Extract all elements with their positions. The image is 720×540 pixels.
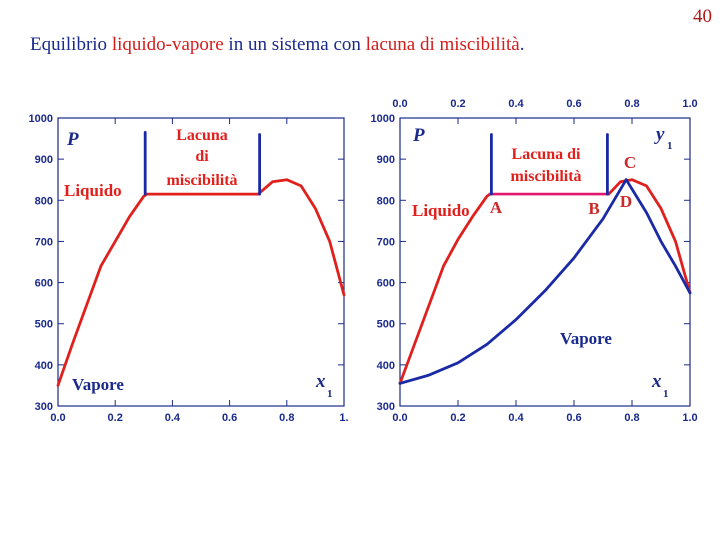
- y-tick-label: 300: [377, 401, 395, 413]
- title-part-2: liquido-vapore: [111, 34, 224, 55]
- title-part-4: lacuna di miscibilità: [365, 34, 520, 55]
- y-tick-label: 800: [35, 195, 53, 207]
- y-tick-label: 400: [377, 360, 395, 372]
- xaxis-label: x: [651, 371, 662, 392]
- point-label-d: D: [620, 192, 632, 211]
- top-tick-label: 0.6: [566, 98, 581, 110]
- x-tick-label: 0.0: [392, 412, 407, 424]
- yaxis-label: P: [66, 129, 79, 150]
- y-tick-label: 1000: [29, 113, 53, 125]
- page-number: 40: [693, 6, 712, 27]
- y-tick-label: 300: [35, 401, 53, 413]
- series-line-red: [607, 178, 692, 295]
- y-tick-label: 500: [35, 319, 53, 331]
- region-label: miscibilità: [166, 172, 237, 189]
- region-label: Lacuna: [176, 127, 228, 144]
- y-tick-label: 700: [35, 236, 53, 248]
- y-tick-label: 400: [35, 360, 53, 372]
- y-tick-label: 600: [35, 278, 53, 290]
- x-tick-label: 0.4: [508, 412, 524, 424]
- y-tick-label: 700: [377, 236, 395, 248]
- region-label: Lacuna di: [512, 146, 581, 163]
- y-tick-label: 1000: [371, 113, 395, 125]
- slide-title: Equilibrio liquido-vapore in un sistema …: [30, 34, 524, 56]
- top-tick-label: 0.8: [624, 98, 639, 110]
- x-tick-label: 0.8: [624, 412, 639, 424]
- x-tick-label: 0.8: [279, 412, 294, 424]
- point-label-a: A: [490, 198, 503, 217]
- plot-frame-2: [399, 117, 691, 407]
- series-line-red: [56, 178, 346, 387]
- top-axis-label-subscript: 1: [667, 140, 673, 152]
- title-part-3: in un sistema con: [223, 34, 366, 55]
- yaxis-label: P: [412, 125, 425, 146]
- region-label: di: [195, 148, 209, 165]
- x-tick-label: 0.0: [50, 412, 65, 424]
- xaxis-label-subscript: 1: [327, 388, 333, 400]
- point-label-b: B: [588, 199, 599, 218]
- x-tick-label: 1.: [339, 412, 348, 424]
- top-tick-label: 0.4: [508, 98, 524, 110]
- x-tick-label: 1.0: [682, 412, 697, 424]
- x-tick-label: 0.6: [222, 412, 237, 424]
- x-tick-label: 0.2: [450, 412, 465, 424]
- series-line-blue: [624, 178, 692, 295]
- x-tick-label: 0.4: [165, 412, 181, 424]
- xaxis-label-subscript: 1: [663, 388, 669, 400]
- top-axis-label: y: [654, 124, 665, 145]
- y-tick-label: 800: [377, 195, 395, 207]
- plot-frame-1: [57, 117, 345, 407]
- region-label: Liquido: [412, 201, 470, 220]
- region-label: miscibilità: [510, 168, 581, 185]
- title-part-5: .: [519, 34, 525, 55]
- series-line-red: [398, 192, 492, 385]
- title-part-1: Equilibrio: [30, 34, 112, 55]
- y-tick-label: 500: [377, 319, 395, 331]
- y-tick-label: 900: [377, 154, 395, 166]
- series-line-blue: [398, 178, 628, 385]
- region-label: Vapore: [560, 329, 612, 348]
- x-tick-label: 0.6: [566, 412, 581, 424]
- xaxis-label: x: [315, 371, 326, 392]
- x-tick-label: 0.2: [108, 412, 123, 424]
- region-label: Vapore: [72, 375, 124, 394]
- y-tick-label: 600: [377, 278, 395, 290]
- y-tick-label: 900: [35, 154, 53, 166]
- region-label: Liquido: [64, 181, 122, 200]
- top-tick-label: 0.0: [392, 98, 407, 110]
- point-label-c: C: [624, 153, 636, 172]
- top-tick-label: 1.0: [682, 98, 697, 110]
- top-tick-label: 0.2: [450, 98, 465, 110]
